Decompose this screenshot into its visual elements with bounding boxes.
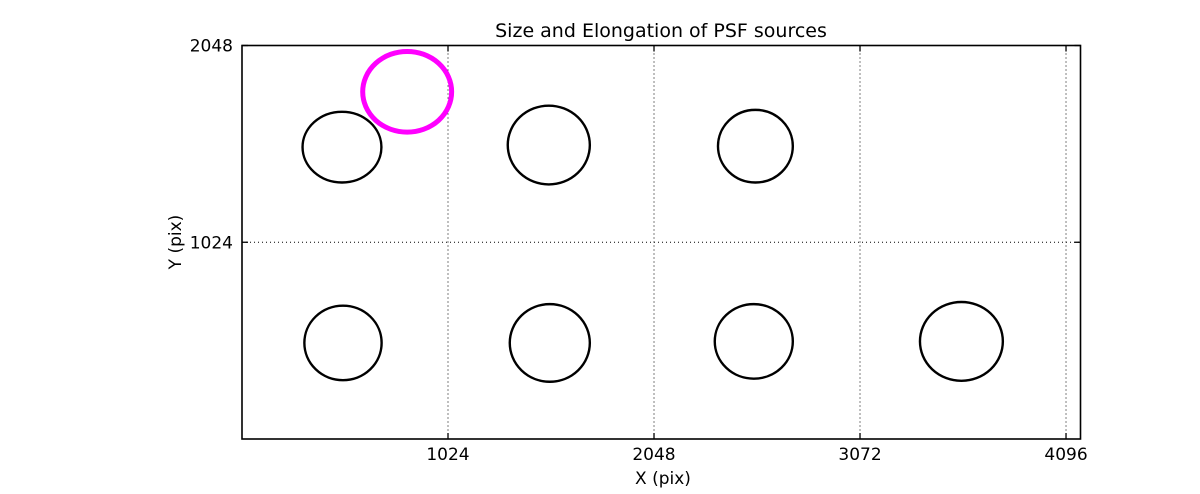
psf-ellipse bbox=[713, 302, 795, 380]
grid-layer bbox=[242, 45, 1081, 439]
ellipse-layer bbox=[301, 48, 1005, 383]
psf-ellipse bbox=[716, 108, 795, 184]
x-axis-label: X (pix) bbox=[635, 469, 691, 489]
psf-ellipse bbox=[303, 304, 383, 382]
y-tick-label: 1024 bbox=[190, 233, 233, 253]
psf-ellipse bbox=[506, 104, 592, 186]
y-axis-label: Y (pix) bbox=[166, 215, 186, 271]
psf-ellipse-flagged bbox=[360, 48, 455, 135]
tick-layer: 1024 2048 3072 4096 1024 2048 bbox=[190, 37, 1088, 466]
x-tick-label: 3072 bbox=[838, 445, 881, 465]
psf-ellipse bbox=[918, 300, 1005, 382]
y-tick-label: 2048 bbox=[190, 37, 233, 57]
chart-title: Size and Elongation of PSF sources bbox=[495, 20, 827, 42]
x-tick-label: 2048 bbox=[632, 445, 675, 465]
x-tick-label: 1024 bbox=[426, 445, 469, 465]
psf-ellipse bbox=[508, 302, 592, 383]
x-tick-label: 4096 bbox=[1044, 445, 1087, 465]
psf-ellipse bbox=[301, 110, 383, 184]
